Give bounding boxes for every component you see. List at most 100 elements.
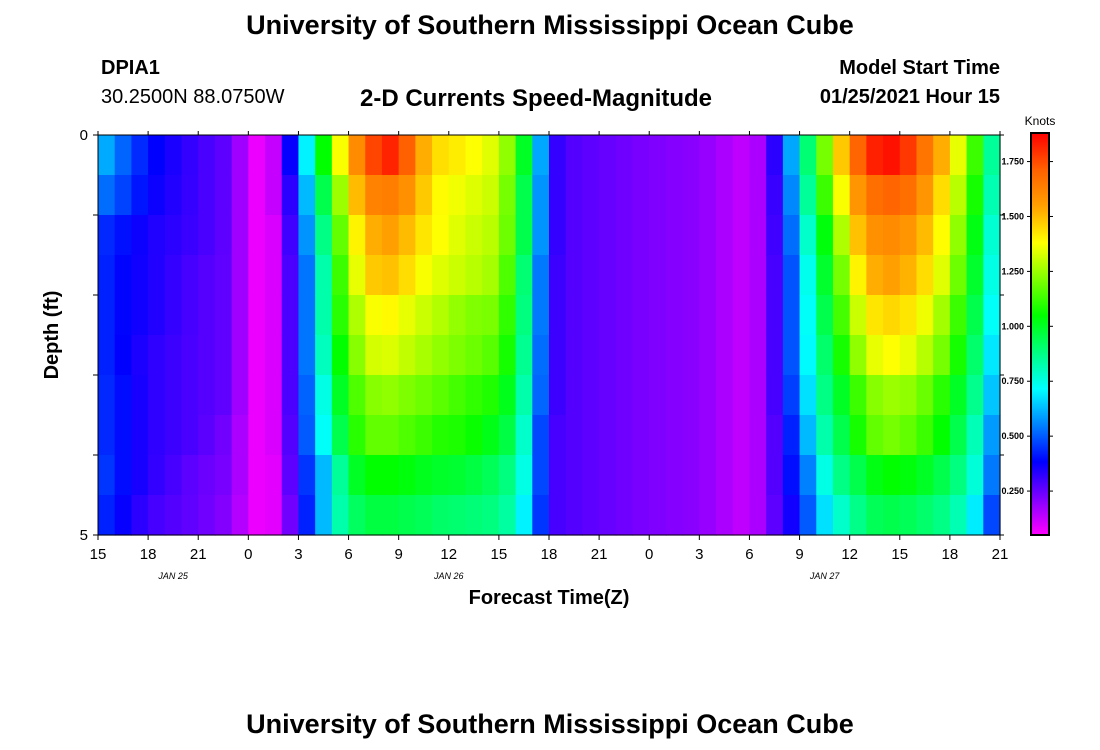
footer-title: University of Southern Mississippi Ocean… xyxy=(246,709,854,739)
heatmap-cell xyxy=(98,415,116,456)
heatmap-cell xyxy=(933,375,951,416)
heatmap-cell xyxy=(916,495,934,536)
heatmap-cell xyxy=(866,335,884,376)
heatmap-cell xyxy=(966,415,984,456)
heatmap-cell xyxy=(565,255,583,296)
heatmap-cell xyxy=(482,135,500,176)
heatmap-cell xyxy=(515,295,533,336)
heatmap-cell xyxy=(298,255,316,296)
x-tick-label: 0 xyxy=(244,546,252,563)
heatmap-cell xyxy=(381,495,400,536)
heatmap-cell xyxy=(131,295,149,336)
heatmap-cell xyxy=(649,255,667,296)
heatmap-cell xyxy=(331,335,350,376)
heatmap-cell xyxy=(114,175,132,216)
heatmap-cell xyxy=(849,215,867,256)
heatmap-cell xyxy=(749,295,767,336)
heatmap-cell xyxy=(749,175,767,216)
heatmap-cell xyxy=(432,175,450,216)
heatmap-cell xyxy=(298,375,316,416)
heatmap-cell xyxy=(699,295,717,336)
heatmap-cell xyxy=(899,175,918,216)
heatmap-cell xyxy=(899,495,918,536)
heatmap-cell xyxy=(265,255,283,296)
heatmap-cell xyxy=(816,415,834,456)
heatmap-cell xyxy=(816,135,834,176)
heatmap-cell xyxy=(265,335,283,376)
heatmap-cell xyxy=(549,215,567,256)
heatmap-cell xyxy=(315,335,333,376)
heatmap-cell xyxy=(632,375,650,416)
heatmap-cell xyxy=(916,215,934,256)
heatmap-cell xyxy=(465,295,483,336)
date-label: JAN 26 xyxy=(433,571,464,581)
heatmap-cell xyxy=(448,415,467,456)
heatmap-cell xyxy=(749,375,767,416)
heatmap-cell xyxy=(983,135,1001,176)
heatmap-cells xyxy=(98,135,1001,536)
heatmap-cell xyxy=(381,255,400,296)
heatmap-cell xyxy=(482,255,500,296)
heatmap-cell xyxy=(799,175,817,216)
heatmap-cell xyxy=(498,135,517,176)
heatmap-cell xyxy=(832,415,851,456)
heatmap-cell xyxy=(966,215,984,256)
heatmap-cell xyxy=(549,495,567,536)
heatmap-cell xyxy=(832,215,851,256)
heatmap-cell xyxy=(415,175,433,216)
heatmap-cell xyxy=(816,255,834,296)
heatmap-cell xyxy=(582,335,600,376)
heatmap-cell xyxy=(565,335,583,376)
heatmap-cell xyxy=(966,375,984,416)
heatmap-cell xyxy=(114,375,132,416)
heatmap-cell xyxy=(432,375,450,416)
x-tick-label: 21 xyxy=(190,546,207,563)
heatmap-cell xyxy=(632,255,650,296)
heatmap-cell xyxy=(114,295,132,336)
heatmap-cell xyxy=(933,215,951,256)
heatmap-cell xyxy=(582,135,600,176)
heatmap-cell xyxy=(398,335,416,376)
heatmap-cell xyxy=(716,255,734,296)
heatmap-cell xyxy=(482,375,500,416)
heatmap-cell xyxy=(381,335,400,376)
heatmap-cell xyxy=(331,215,350,256)
heatmap-cell xyxy=(365,335,383,376)
heatmap-cell xyxy=(632,495,650,536)
heatmap-cell xyxy=(214,335,233,376)
colorbar-tick-label: 1.000 xyxy=(1001,321,1024,331)
heatmap-cell xyxy=(766,175,784,216)
heatmap-cell xyxy=(365,255,383,296)
heatmap-cell xyxy=(381,375,400,416)
heatmap-cell xyxy=(498,375,517,416)
heatmap-cell xyxy=(315,215,333,256)
heatmap-cell xyxy=(231,255,249,296)
heatmap-cell xyxy=(949,175,968,216)
heatmap-cell xyxy=(582,375,600,416)
heatmap-cell xyxy=(532,135,550,176)
heatmap-cell xyxy=(615,415,634,456)
heatmap-cell xyxy=(465,375,483,416)
heatmap-cell xyxy=(766,495,784,536)
heatmap-cell xyxy=(782,495,801,536)
heatmap-cell xyxy=(933,335,951,376)
heatmap-cell xyxy=(214,255,233,296)
heatmap-cell xyxy=(298,335,316,376)
heatmap-cell xyxy=(198,415,216,456)
x-tick-label: 15 xyxy=(491,546,508,563)
heatmap-cell xyxy=(515,175,533,216)
heatmap-cell xyxy=(265,175,283,216)
heatmap-cell xyxy=(699,215,717,256)
heatmap-cell xyxy=(832,335,851,376)
heatmap-cell xyxy=(181,175,199,216)
heatmap-cell xyxy=(381,135,400,176)
heatmap-cell xyxy=(214,175,233,216)
heatmap-cell xyxy=(749,335,767,376)
x-tick-label: 9 xyxy=(795,546,803,563)
heatmap-cell xyxy=(131,175,149,216)
heatmap-cell xyxy=(532,215,550,256)
colorbar-tick-label: 0.750 xyxy=(1001,376,1024,386)
heatmap-cell xyxy=(181,375,199,416)
heatmap-cell xyxy=(682,175,700,216)
